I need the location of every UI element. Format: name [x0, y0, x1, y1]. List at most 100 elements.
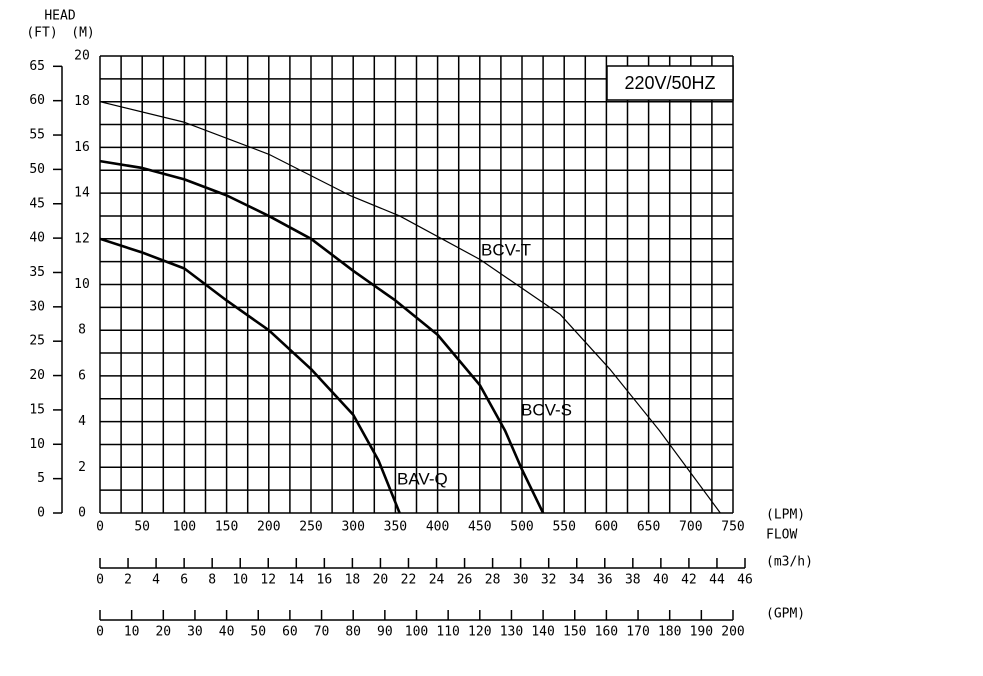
annotation: 220V/50HZ: [624, 73, 715, 93]
x2-tick-label: 18: [345, 573, 361, 588]
x-tick-label: 750: [721, 520, 744, 535]
x3-tick-label: 130: [500, 625, 523, 640]
y-tick-label: 16: [74, 140, 90, 155]
y2-label: (FT): [26, 26, 57, 41]
curve: [99, 237, 401, 514]
x3-tick-label: 100: [405, 625, 428, 640]
y2-tick-label: 25: [29, 334, 45, 349]
y2-tick-label: 55: [29, 128, 45, 143]
x2-tick-label: 36: [597, 573, 613, 588]
x-label-2: FLOW: [766, 528, 797, 543]
x3-tick-label: 170: [626, 625, 649, 640]
x2-tick-label: 28: [485, 573, 501, 588]
x3-tick-label: 70: [314, 625, 330, 640]
y-tick-label: 2: [78, 460, 86, 475]
x-tick-label: 650: [637, 520, 660, 535]
curve-label: BAV-Q: [397, 469, 448, 488]
y-tick-label: 8: [78, 323, 86, 338]
x-tick-label: 100: [173, 520, 196, 535]
y2-tick-label: 0: [37, 506, 45, 521]
x-tick-label: 300: [341, 520, 364, 535]
x3-tick-label: 80: [345, 625, 361, 640]
x3-tick-label: 40: [219, 625, 235, 640]
x2-tick-label: 2: [124, 573, 132, 588]
y2-tick-label: 60: [29, 93, 45, 108]
x-label: (LPM): [766, 508, 805, 523]
x2-tick-label: 24: [429, 573, 445, 588]
x3-tick-label: 160: [595, 625, 618, 640]
x3-tick-label: 10: [124, 625, 140, 640]
x2-tick-label: 34: [569, 573, 585, 588]
x3-tick-label: 180: [658, 625, 681, 640]
y2-tick-label: 35: [29, 265, 45, 280]
x3-tick-label: 90: [377, 625, 393, 640]
y-tick-label: 4: [78, 414, 86, 429]
x3-tick-label: 50: [250, 625, 266, 640]
x2-tick-label: 26: [457, 573, 473, 588]
y-label-top: HEAD: [44, 9, 75, 24]
x-tick-label: 250: [299, 520, 322, 535]
x3-tick-label: 110: [436, 625, 459, 640]
x2-tick-label: 40: [653, 573, 669, 588]
x-tick-label: 0: [96, 520, 104, 535]
x-tick-label: 50: [134, 520, 150, 535]
x-tick-label: 600: [595, 520, 618, 535]
x3-tick-label: 120: [468, 625, 491, 640]
y-tick-label: 18: [74, 94, 90, 109]
x3-tick-label: 200: [721, 625, 744, 640]
y-tick-label: 6: [78, 368, 86, 383]
y-tick-label: 0: [78, 506, 86, 521]
x3-label: (GPM): [766, 607, 805, 622]
y2-tick-label: 5: [37, 471, 45, 486]
x3-tick-label: 190: [690, 625, 713, 640]
x3-tick-label: 140: [531, 625, 554, 640]
x3-tick-label: 30: [187, 625, 203, 640]
x-tick-label: 150: [215, 520, 238, 535]
x2-tick-label: 38: [625, 573, 641, 588]
curve-label: BCV-T: [481, 240, 531, 259]
x2-tick-label: 42: [681, 573, 697, 588]
y2-tick-label: 65: [29, 59, 45, 74]
x3-tick-label: 0: [96, 625, 104, 640]
y2-tick-label: 10: [29, 437, 45, 452]
y-tick-label: 14: [74, 186, 90, 201]
y2-tick-label: 15: [29, 402, 45, 417]
y2-tick-label: 30: [29, 299, 45, 314]
x3-tick-label: 20: [155, 625, 171, 640]
x-tick-label: 550: [552, 520, 575, 535]
y-tick-label: 20: [74, 49, 90, 64]
x2-tick-label: 4: [152, 573, 160, 588]
x2-tick-label: 14: [288, 573, 304, 588]
y2-tick-label: 40: [29, 231, 45, 246]
x2-tick-label: 8: [208, 573, 216, 588]
x2-tick-label: 20: [373, 573, 389, 588]
y2-tick-label: 45: [29, 196, 45, 211]
x2-tick-label: 0: [96, 573, 104, 588]
y2-tick-label: 50: [29, 162, 45, 177]
y2-tick-label: 20: [29, 368, 45, 383]
x-tick-label: 200: [257, 520, 280, 535]
x3-tick-label: 60: [282, 625, 298, 640]
x2-tick-label: 6: [180, 573, 188, 588]
annotation-box: [606, 65, 734, 101]
x2-tick-label: 22: [401, 573, 417, 588]
x-tick-label: 500: [510, 520, 533, 535]
x2-label: (m3/h): [766, 555, 813, 570]
x3-tick-label: 150: [563, 625, 586, 640]
x2-tick-label: 32: [541, 573, 557, 588]
x2-tick-label: 30: [513, 573, 529, 588]
y-label: (M): [71, 26, 94, 41]
x-tick-label: 400: [426, 520, 449, 535]
curve-label: BCV-S: [521, 400, 572, 419]
x2-tick-label: 10: [232, 573, 248, 588]
curve: [99, 101, 721, 514]
x2-tick-label: 16: [317, 573, 333, 588]
curve: [99, 159, 545, 514]
y-tick-label: 12: [74, 231, 90, 246]
x2-tick-label: 46: [737, 573, 753, 588]
x2-tick-label: 12: [260, 573, 276, 588]
x-tick-label: 700: [679, 520, 702, 535]
y-tick-label: 10: [74, 277, 90, 292]
